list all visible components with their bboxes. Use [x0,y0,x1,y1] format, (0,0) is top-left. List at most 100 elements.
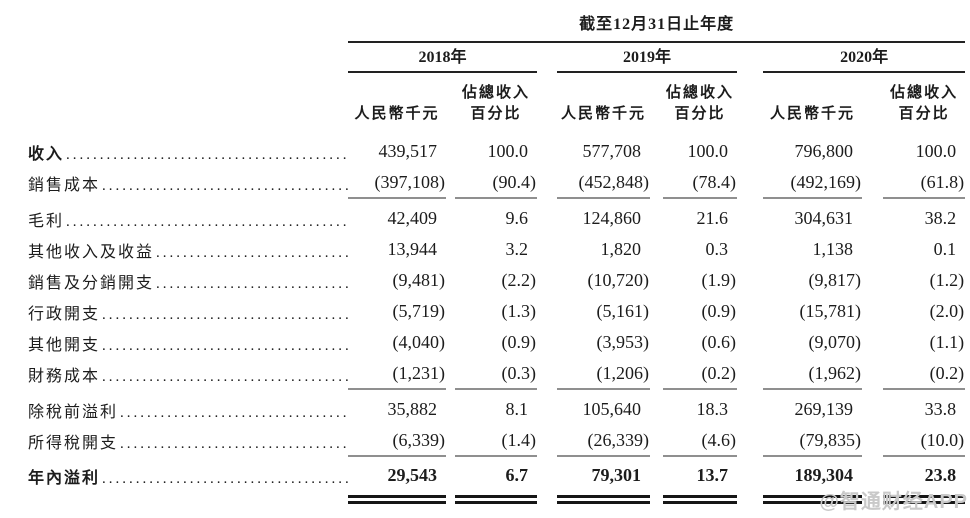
double-rule [763,494,862,504]
value-cell: (1,231) [348,358,446,390]
column-header-pct: 佔總收入 百分比 [455,72,537,128]
value-cell: (26,339) [557,425,650,457]
table-row-selling-expenses: 銷售及分銷開支.................................… [0,265,965,296]
value-cell: (1,206) [557,358,650,390]
value-cell: (90.4) [455,167,537,199]
column-header-pct-line2: 百分比 [898,106,950,123]
dot-leader: ........................................… [120,435,348,452]
value-cell: 1,138 [812,239,854,259]
value-cell: (0.2) [663,358,737,390]
value-cell: (4.6) [663,425,737,457]
value-cell: 796,800 [794,141,854,161]
row-label: 年內溢利 [28,469,101,487]
value-cell: (6,339) [348,425,446,457]
row-label: 財務成本 [28,367,101,385]
period-header-row: 截至12月31日止年度 [0,8,966,43]
value-cell: 189,304 [794,465,854,485]
column-header-pct: 佔總收入 百分比 [883,72,965,128]
table-row-profit-for-year: 年內溢利....................................… [0,460,965,491]
value-cell: 304,631 [794,208,854,228]
column-header-pct-line1: 佔總收入 [665,84,734,101]
dot-leader: ........................................… [156,244,348,261]
double-rule-row [0,491,966,505]
table-row-profit-before-tax: 除稅前溢利...................................… [0,394,965,425]
dot-leader: ........................................… [66,213,348,230]
value-cell: 79,301 [591,465,642,485]
double-rule [348,494,446,504]
value-cell: 439,517 [378,141,438,161]
value-cell: (10,720) [587,270,650,290]
value-cell: (1.2) [929,270,965,290]
value-cell: 8.1 [505,399,529,419]
value-cell: 577,708 [582,141,642,161]
dot-leader: ........................................… [120,404,348,421]
value-cell: 0.3 [705,239,729,259]
value-cell: (452,848) [557,167,650,199]
row-label: 其他開支 [28,336,101,354]
column-header-amount: 人民幣千元 [560,106,646,123]
value-cell: (1.4) [455,425,537,457]
dot-leader: ........................................… [102,177,348,194]
value-cell: (0.6) [701,332,737,352]
value-cell: 13.7 [696,465,729,485]
value-cell: (3,953) [596,332,650,352]
row-label: 銷售及分銷開支 [28,274,155,292]
value-cell: 0.1 [933,239,957,259]
dot-leader: ........................................… [102,470,348,487]
value-cell: 13,944 [387,239,438,259]
table-row-income-tax: 所得稅開支...................................… [0,425,966,457]
year-header-row: 2018年 2019年 2020年 [0,42,966,73]
row-label: 所得稅開支 [28,434,119,452]
row-label: 其他收入及收益 [28,243,155,261]
value-cell: (0.2) [883,358,966,390]
period-header: 截至12月31日止年度 [348,8,966,43]
dot-leader: ........................................… [156,275,348,292]
year-header-2020: 2020年 [763,42,966,73]
value-cell: 33.8 [924,399,957,419]
column-header-row: 人民幣千元 佔總收入 百分比 人民幣千元 佔總收入 百分比 人民幣千元 佔總收入… [0,72,965,128]
row-label: 除稅前溢利 [28,403,119,421]
value-cell: (0.9) [501,332,537,352]
value-cell: 124,860 [582,208,642,228]
double-rule [557,494,650,504]
dot-leader: ........................................… [102,368,348,385]
value-cell: (4,040) [392,332,446,352]
dot-leader: ........................................… [102,306,348,323]
value-cell: (2.0) [929,301,965,321]
table-row-finance-costs: 財務成本....................................… [0,358,966,390]
value-cell: (2.2) [501,270,537,290]
dot-leader: ........................................… [66,146,348,163]
column-header-amount: 人民幣千元 [354,106,440,123]
value-cell: 6.7 [505,465,529,485]
value-cell: (61.8) [883,167,966,199]
table-row-gross-profit: 毛利......................................… [0,203,965,234]
value-cell: 269,139 [794,399,854,419]
value-cell: 9.6 [505,208,529,228]
column-header-pct-line1: 佔總收入 [890,84,959,101]
value-cell: (0.3) [455,358,537,390]
income-statement-table: 截至12月31日止年度 2018年 2019年 2020年 人民幣千元 佔總收入… [0,8,966,505]
value-cell: (397,108) [348,167,446,199]
value-cell: (1.1) [929,332,965,352]
value-cell: 100.0 [915,141,957,161]
value-cell: 21.6 [696,208,729,228]
table-row-other-income: 其他收入及收益.................................… [0,234,965,265]
dot-leader: ........................................… [102,337,348,354]
value-cell: 105,640 [582,399,642,419]
value-cell: 18.3 [696,399,729,419]
value-cell: (1.9) [701,270,737,290]
double-rule [883,494,966,504]
value-cell: (5,719) [392,301,446,321]
row-label: 毛利 [28,212,65,230]
year-header-2019: 2019年 [557,42,737,73]
value-cell: (10.0) [883,425,966,457]
value-cell: (78.4) [663,167,737,199]
table-row-admin-expenses: 行政開支....................................… [0,296,965,327]
double-rule [663,494,737,504]
row-label: 銷售成本 [28,176,101,194]
value-cell: 1,820 [600,239,642,259]
value-cell: 35,882 [387,399,438,419]
double-rule [455,494,537,504]
value-cell: 100.0 [687,141,729,161]
value-cell: 23.8 [924,465,957,485]
